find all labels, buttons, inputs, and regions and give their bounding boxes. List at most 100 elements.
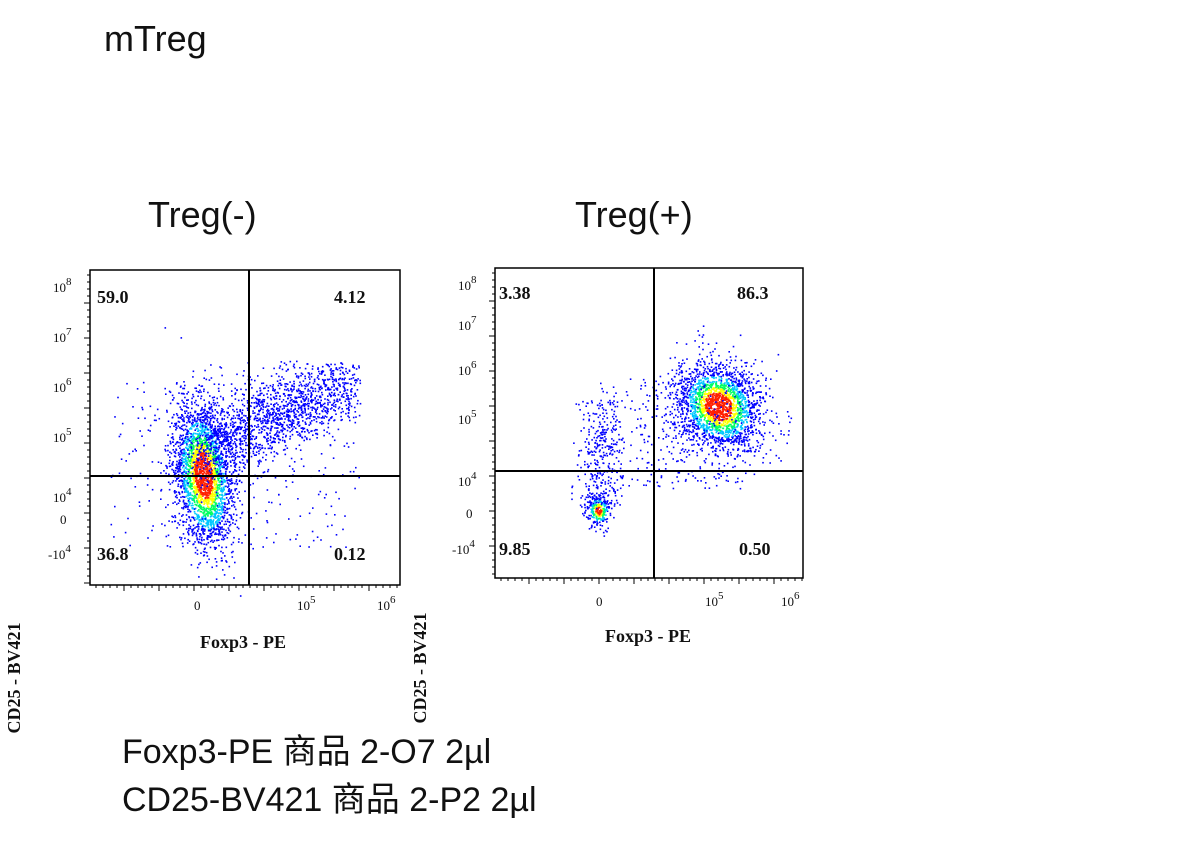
event-dot [778, 457, 780, 459]
event-dot [299, 449, 302, 451]
event-dot [297, 434, 299, 436]
event-dot [190, 447, 193, 450]
event-dot [328, 392, 331, 395]
event-dot [196, 413, 199, 416]
event-dot [203, 548, 206, 550]
event-dot [305, 398, 307, 400]
event-dot [252, 394, 255, 397]
event-dot [250, 378, 253, 381]
event-dot [730, 379, 733, 381]
event-dot [211, 434, 213, 437]
event-dot [175, 413, 178, 415]
event-dot [191, 531, 193, 533]
page-title: mTreg [104, 18, 207, 59]
event-dot [191, 485, 193, 488]
event-dot [214, 460, 217, 462]
event-dot [214, 409, 217, 411]
event-dot [328, 365, 331, 368]
event-dot [250, 543, 252, 546]
event-dot [220, 462, 223, 464]
event-dot [189, 519, 192, 521]
event-dot [329, 369, 332, 371]
event-dot [214, 473, 217, 475]
event-dot [220, 513, 222, 515]
event-dot [188, 432, 191, 434]
event-dot [281, 408, 284, 410]
event-dot [212, 541, 214, 543]
event-dot [149, 424, 152, 427]
event-dot [228, 507, 231, 510]
event-dot [234, 466, 237, 468]
event-dot [241, 459, 244, 461]
event-dot [188, 459, 190, 462]
event-dot [187, 511, 189, 513]
event-dot [178, 480, 181, 482]
event-dot [182, 524, 185, 527]
event-dot [243, 405, 246, 407]
event-dot [267, 443, 269, 445]
event-dot [205, 473, 208, 475]
event-dot [221, 531, 223, 533]
event-dot [345, 367, 347, 370]
event-dot [192, 504, 194, 507]
event-dot [246, 407, 249, 410]
event-dot [188, 516, 190, 518]
event-dot [317, 398, 319, 401]
event-dot [195, 463, 197, 465]
event-dot [213, 528, 216, 531]
event-dot [228, 443, 230, 445]
event-dot [343, 396, 345, 398]
event-dot [215, 561, 218, 563]
event-dot [214, 496, 217, 498]
event-dot [169, 465, 172, 467]
event-dot [227, 490, 230, 493]
event-dot [189, 520, 192, 522]
event-dot [194, 470, 197, 473]
event-dot [178, 523, 181, 526]
event-dot [278, 493, 280, 496]
event-dot [282, 449, 285, 451]
event-dot [224, 460, 226, 462]
event-dot [204, 528, 206, 531]
event-dot [224, 462, 226, 464]
event-dot [215, 457, 218, 460]
event-dot [224, 502, 226, 504]
event-dot [183, 471, 185, 473]
event-dot [173, 413, 175, 416]
event-dot [196, 470, 198, 473]
event-dot [198, 519, 201, 522]
event-dot [273, 367, 275, 370]
event-dot [179, 463, 182, 465]
event-dot [291, 424, 293, 427]
event-dot [290, 457, 293, 460]
event-dot [234, 489, 236, 492]
event-dot [188, 498, 190, 500]
event-dot [279, 379, 282, 381]
event-dot [225, 440, 228, 443]
event-dot [201, 416, 203, 419]
event-dot [213, 448, 215, 451]
event-dot [212, 453, 215, 456]
event-dot [173, 471, 175, 474]
event-dot [351, 388, 353, 390]
event-dot [783, 434, 785, 436]
event-dot [759, 397, 762, 399]
event-dot [183, 419, 185, 421]
event-dot [186, 429, 188, 431]
event-dot [356, 389, 359, 391]
event-dot [228, 514, 231, 516]
event-dot [200, 461, 203, 463]
plot-frame [89, 269, 401, 586]
event-dot [194, 401, 196, 404]
event-dot [173, 455, 176, 457]
event-dot [301, 385, 303, 387]
event-dot [253, 447, 256, 449]
event-dot [179, 466, 181, 469]
event-dot [199, 445, 202, 448]
event-dot [216, 418, 219, 420]
event-dot [207, 489, 210, 492]
event-dot [269, 439, 272, 441]
event-dot [203, 439, 206, 442]
event-dot [353, 373, 356, 376]
event-dot [216, 419, 218, 422]
